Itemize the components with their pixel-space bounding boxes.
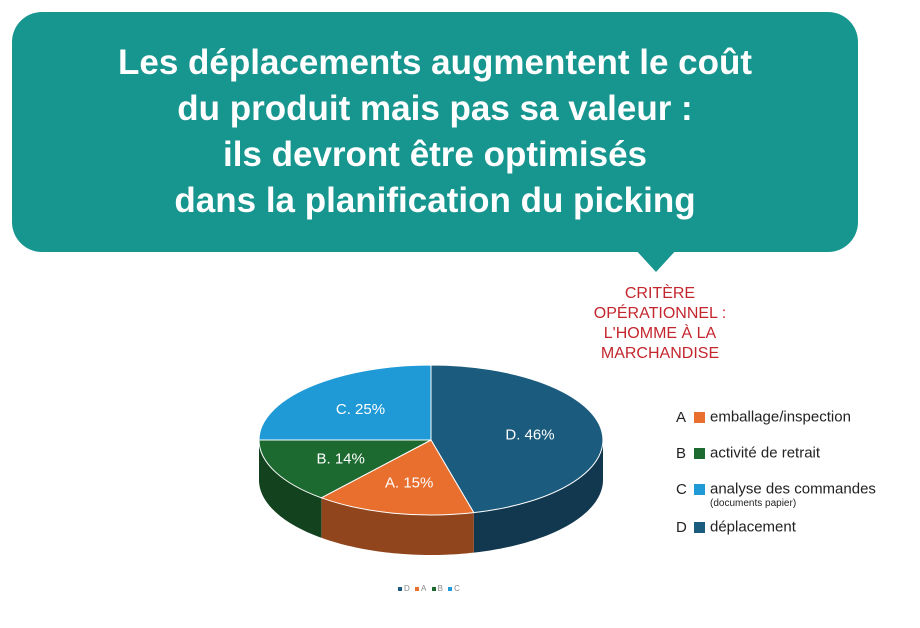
headline-line: dans la planification du picking	[174, 181, 696, 220]
pie-side-b	[259, 440, 322, 538]
legend-swatch-a	[694, 411, 705, 423]
legend-swatch-d	[694, 521, 705, 533]
mini-legend-dot	[398, 586, 402, 591]
mini-legend-label: D	[404, 584, 410, 593]
legend-label: déplacement	[710, 518, 796, 536]
legend-label: emballage/inspection	[710, 408, 851, 426]
legend-swatch-c	[694, 483, 705, 495]
headline: Les déplacements augmentent le coût du p…	[12, 40, 858, 224]
legend-letter: B	[676, 444, 687, 462]
legend-swatch-b	[694, 447, 705, 459]
mini-legend-dot	[431, 586, 436, 591]
mini-legend-item-a: A	[415, 584, 426, 593]
pie-side-a	[321, 497, 474, 555]
legend-letter: C	[676, 480, 687, 498]
headline-line: Les déplacements augmentent le coût	[117, 43, 753, 82]
pie-slice-d	[430, 364, 604, 514]
legend-label: activité de retrait	[710, 444, 821, 462]
criterion-title: CRITÈRE OPÉRATIONNEL : L'HOMME À LA MARC…	[560, 284, 760, 364]
legend-letter: D	[676, 518, 687, 536]
mini-legend-label: C	[454, 584, 460, 593]
pie-slice-a	[320, 439, 475, 516]
mini-legend-dot	[415, 586, 420, 591]
criterion-line: MARCHANDISE	[600, 345, 720, 362]
speech-bubble-tail	[634, 248, 678, 272]
speech-bubble	[12, 12, 858, 252]
mini-legend-label: B	[437, 584, 443, 593]
pie-slice-b	[258, 439, 432, 499]
mini-legend-item-c: C	[448, 584, 460, 593]
criterion-line: L'HOMME À LA	[603, 325, 717, 342]
pie-label-b: B. 14%	[317, 451, 365, 468]
pie-label-d: D. 46%	[505, 427, 554, 444]
criterion-line: CRITÈRE	[624, 285, 696, 302]
pie-label-c: C. 25%	[336, 401, 385, 418]
pie-side-d	[473, 440, 603, 553]
mini-legend-item-b: B	[431, 584, 443, 593]
mini-legend-dot	[448, 586, 453, 591]
pie-label-a: A. 15%	[385, 475, 433, 492]
mini-legend: D A B C	[398, 584, 463, 593]
mini-legend-label: A	[421, 584, 427, 593]
headline-line: du produit mais pas sa valeur :	[177, 89, 693, 128]
legend-letter: A	[676, 408, 687, 426]
criterion-line: OPÉRATIONNEL :	[593, 305, 727, 322]
mini-legend-item-d: D	[398, 584, 410, 593]
pie-slice-c	[258, 364, 432, 441]
legend-sublabel: (documents papier)	[710, 498, 797, 509]
headline-line: ils devront être optimisés	[222, 135, 648, 174]
legend-label: analyse des commandes	[710, 480, 876, 498]
